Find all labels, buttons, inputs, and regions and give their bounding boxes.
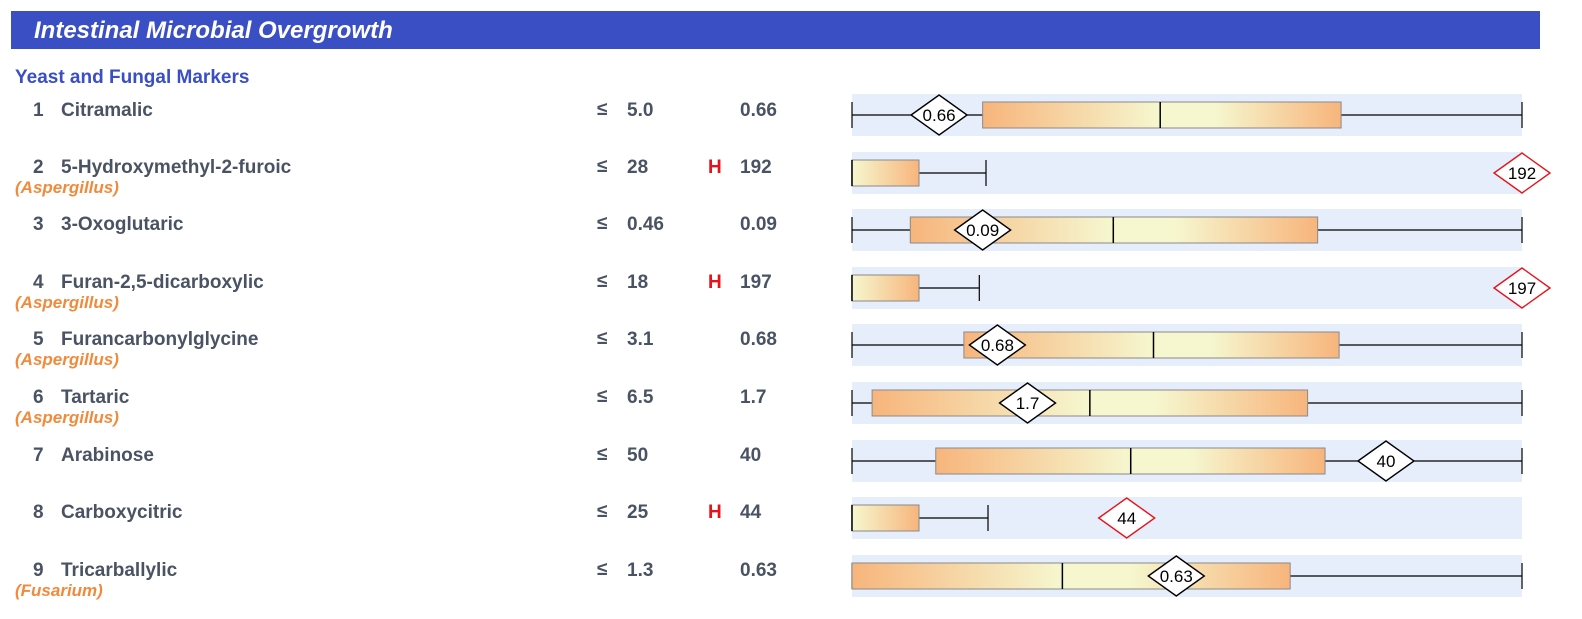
organism-label: (Aspergillus) [15,350,119,369]
high-flag: H [708,272,722,293]
marker-name: Tricarballylic [61,560,178,581]
iqr-box [851,159,920,187]
patient-value: 1.7 [740,387,767,408]
row-number: 1 [33,100,44,121]
organism-label: (Fusarium) [15,581,103,600]
marker-name: 5-Hydroxymethyl-2-furoic [61,157,292,178]
le-symbol: ≤ [597,271,608,292]
le-symbol: ≤ [597,444,608,465]
value-marker [1492,152,1552,194]
value-marker-label: 0.66 [923,106,956,125]
le-symbol: ≤ [597,99,608,120]
patient-value: 0.09 [740,214,777,235]
le-symbol: ≤ [597,501,608,522]
table-row: 5 Furancarbonylglycine (Aspergillus) ≤ 3… [0,328,1582,387]
marker-name: Tartaric [61,387,130,408]
le-symbol: ≤ [597,559,608,580]
le-symbol: ≤ [597,156,608,177]
marker-name: Arabinose [61,445,154,466]
table-row: 3 3-Oxoglutaric ≤ 0.46 0.09 [0,213,1582,272]
reference-value: 6.5 [627,387,654,408]
table-row: 4 Furan-2,5-dicarboxylic (Aspergillus) ≤… [0,271,1582,330]
le-symbol: ≤ [597,386,608,407]
value-marker-label: 0.63 [1160,567,1193,586]
organism-label: (Aspergillus) [15,178,119,197]
iqr-box [851,274,920,302]
marker-name: Carboxycitric [61,502,183,523]
table-row: 1 Citramalic ≤ 5.0 0.66 [0,99,1582,158]
row-number: 2 [33,157,44,178]
value-marker-label: 0.68 [981,336,1014,355]
row-number: 3 [33,214,44,235]
value-marker-label: 0.09 [966,221,999,240]
patient-value: 0.66 [740,100,777,121]
row-number: 7 [33,445,44,466]
marker-name: Furan-2,5-dicarboxylic [61,272,264,293]
marker-name: Furancarbonylglycine [61,329,259,350]
value-marker [1147,555,1206,597]
high-flag: H [708,157,722,178]
value-marker [1097,497,1156,539]
le-symbol: ≤ [597,328,608,349]
organism-label: (Aspergillus) [15,293,119,312]
header-title: Intestinal Microbial Overgrowth [34,17,393,44]
table-row: 9 Tricarballylic (Fusarium) ≤ 1.3 0.63 [0,559,1582,618]
marker-name: Citramalic [61,100,153,121]
row-number: 5 [33,329,44,350]
reference-value: 25 [627,502,649,523]
table-row: 7 Arabinose ≤ 50 40 [0,444,1582,503]
patient-value: 40 [740,445,762,466]
patient-value: 44 [740,502,762,523]
row-number: 9 [33,560,44,581]
patient-value: 0.63 [740,560,777,581]
value-marker-label: 40 [1377,452,1396,471]
value-marker-label: 197 [1508,279,1536,298]
value-marker [968,324,1027,366]
row-number: 8 [33,502,44,523]
marker-name: 3-Oxoglutaric [61,214,184,235]
value-marker-label: 192 [1508,164,1536,183]
value-marker [909,94,969,136]
reference-value: 0.46 [627,214,664,235]
value-marker [998,382,1057,424]
row-number: 4 [33,272,44,293]
reference-value: 28 [627,157,649,178]
organism-label: (Aspergillus) [15,408,119,427]
high-flag: H [708,502,722,523]
patient-value: 0.68 [740,329,777,350]
reference-value: 3.1 [627,329,654,350]
iqr-box [851,504,920,532]
patient-value: 197 [740,272,772,293]
row-number: 6 [33,387,44,408]
reference-value: 1.3 [627,560,654,581]
reference-value: 18 [627,272,649,293]
reference-value: 50 [627,445,649,466]
value-marker-label: 1.7 [1016,394,1040,413]
reference-value: 5.0 [627,100,654,121]
iqr-box [982,101,1342,129]
section-title: Yeast and Fungal Markers [15,67,250,88]
le-symbol: ≤ [597,213,608,234]
patient-value: 192 [740,157,772,178]
table-row: 8 Carboxycitric ≤ 25 H 44 [0,501,1582,560]
value-marker [1356,440,1416,482]
iqr-box [851,562,1291,590]
value-marker [953,209,1012,251]
header-bar: Intestinal Microbial Overgrowth [11,11,1540,49]
table-row: 6 Tartaric (Aspergillus) ≤ 6.5 1.7 [0,386,1582,445]
table-row: 2 5-Hydroxymethyl-2-furoic (Aspergillus)… [0,156,1582,215]
value-marker [1492,267,1552,309]
value-marker-label: 44 [1117,509,1136,528]
